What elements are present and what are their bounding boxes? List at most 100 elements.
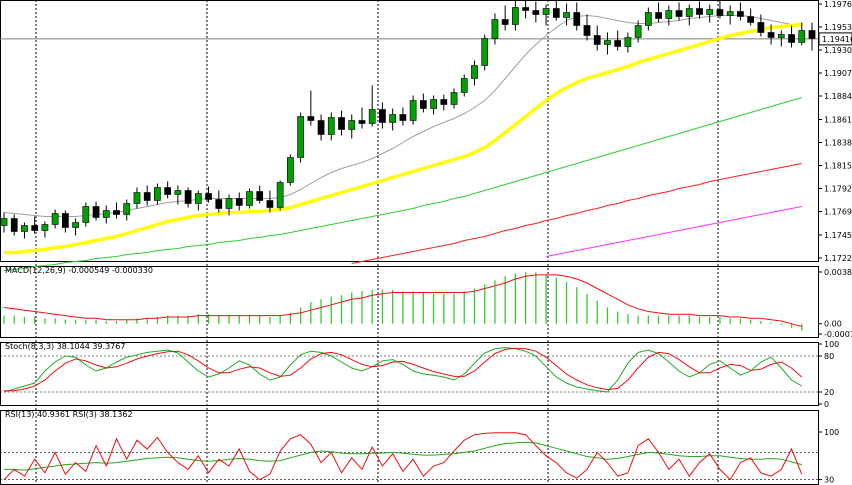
candle-body <box>522 7 529 11</box>
candle-body <box>767 32 775 38</box>
price-tick-label: 1.19305 <box>824 46 852 55</box>
ma-red-line <box>351 163 802 264</box>
candle-body <box>205 193 212 200</box>
candle-body <box>174 190 182 195</box>
candle-body <box>501 19 509 25</box>
candle-body <box>665 10 673 19</box>
candle-body <box>563 12 570 18</box>
price-tick-label: 1.17690 <box>824 208 852 217</box>
candle-body <box>604 40 611 45</box>
candle-body <box>92 206 100 218</box>
rsi-13-line <box>4 441 802 471</box>
rsi-panel[interactable]: 100 30 <box>0 428 839 485</box>
candle-body <box>624 37 632 47</box>
candle-body <box>327 117 335 135</box>
candle-body <box>655 12 662 19</box>
candle-body <box>593 35 601 45</box>
candle-body <box>194 193 202 204</box>
candle-body <box>256 191 264 201</box>
macd-title: MACD(12,26,9) -0.000549 -0.000330 <box>5 266 153 275</box>
candle-body <box>450 92 458 105</box>
current-price-label: 1.19416 <box>822 35 852 44</box>
price-tick-label: 1.17920 <box>824 185 852 194</box>
stoch-tick-label: 80 <box>824 352 834 361</box>
candle-body <box>164 187 172 195</box>
stoch-tick-label: 0 <box>824 400 829 409</box>
stoch-tick-label: 100 <box>824 340 839 349</box>
candle-body <box>573 12 581 26</box>
candle-body <box>133 192 141 204</box>
price-tick-label: 1.18380 <box>824 139 852 148</box>
candle-body <box>348 120 356 130</box>
price-tick-label: 1.18610 <box>824 116 852 125</box>
candle-body <box>307 116 315 121</box>
price-tick-label: 1.18150 <box>824 162 852 171</box>
ma-magenta-line <box>546 206 802 257</box>
candle-body <box>491 19 499 39</box>
rsi-title: RSI(13) 40.9361 RSI(3) 38.1362 <box>5 410 133 419</box>
rsi-tick-label: 100 <box>824 428 839 437</box>
candle-body <box>552 8 560 18</box>
price-tick-label: 1.19075 <box>824 69 852 78</box>
candle-body <box>542 8 550 15</box>
candle-body <box>583 25 591 36</box>
macd-tick-label: 0.00 <box>824 320 842 329</box>
price-tick-label: 1.19535 <box>824 23 852 32</box>
candle-body <box>634 25 642 38</box>
candle-body <box>82 206 90 223</box>
stoch-title: Stoch(8,3,3) 38.1044 39.3767 <box>5 342 125 351</box>
candle-body <box>726 11 734 16</box>
candle-body <box>31 225 39 231</box>
candle-body <box>61 213 69 228</box>
panel-frame-stoch <box>0 342 819 406</box>
candle-body <box>737 11 744 17</box>
candle-body <box>685 8 693 17</box>
candle-body <box>266 200 274 208</box>
candle-body <box>276 182 284 208</box>
panel-frame-price <box>0 0 819 262</box>
panel-frame-rsi <box>0 410 819 485</box>
rsi-tick-label: 30 <box>824 476 834 485</box>
candle-body <box>747 16 755 23</box>
macd-panel[interactable]: 0.003814 0.00-0.000756 <box>3 268 852 339</box>
candle-body <box>246 191 253 206</box>
candle-body <box>614 40 622 47</box>
candle-body <box>51 213 59 225</box>
candle-body <box>113 210 120 215</box>
ma-green-line <box>3 97 802 271</box>
candle-body <box>399 114 407 121</box>
candle-body <box>215 199 223 209</box>
candle-body <box>788 34 795 43</box>
candle-body <box>777 34 785 38</box>
ma-yellow-line <box>4 22 802 255</box>
candle-body <box>798 30 806 43</box>
candle-body <box>419 100 427 109</box>
candle-body <box>184 190 192 204</box>
stoch-panel[interactable]: 100 80 20 0 <box>0 340 839 409</box>
candle-body <box>297 116 304 158</box>
candle-body <box>644 12 652 26</box>
candle-body <box>532 10 540 15</box>
candle-body <box>0 218 8 226</box>
candle-body <box>481 38 489 66</box>
candle-body <box>123 203 131 215</box>
candle-body <box>512 7 519 25</box>
price-tick-label: 1.18845 <box>824 92 852 101</box>
candle-body <box>10 218 18 232</box>
candle-body <box>460 78 468 93</box>
price-tick-label: 1.19765 <box>824 0 852 9</box>
stoch-main-line <box>3 347 803 393</box>
price-panel[interactable]: 1.19765 1.19535 1.19305 1.19075 1.18845 1.186… <box>0 0 852 271</box>
candle-body <box>72 222 79 228</box>
macd-tick-label: -0.000756 <box>824 330 852 339</box>
stoch-signal-line <box>4 347 803 392</box>
candle-body <box>409 100 417 121</box>
candle-body <box>430 99 437 109</box>
candle-body <box>287 157 294 183</box>
candle-body <box>358 120 366 124</box>
candle-body <box>706 9 714 15</box>
candle-body <box>716 9 724 16</box>
panel-frame-macd <box>0 266 819 338</box>
candle-body <box>21 225 28 232</box>
